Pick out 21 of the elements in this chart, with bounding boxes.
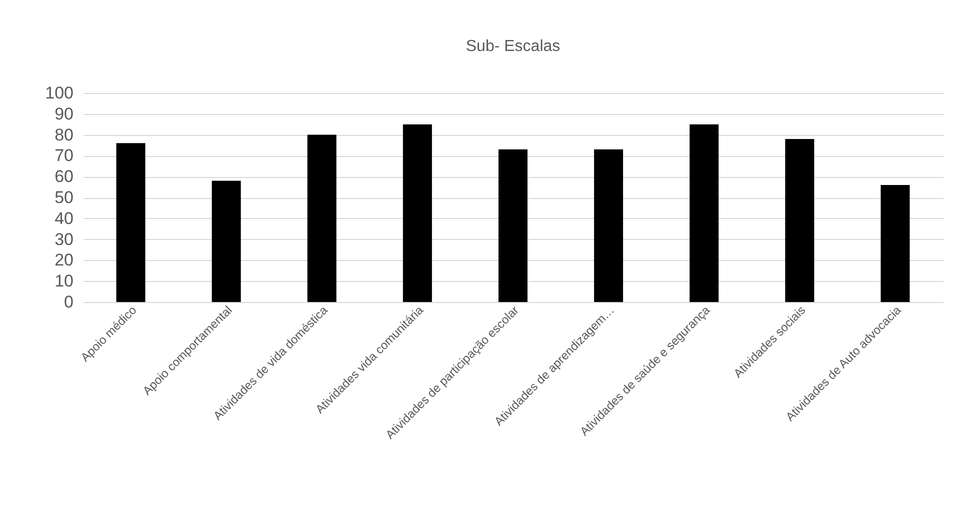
bar — [690, 124, 719, 302]
y-tick-label: 30 — [54, 230, 74, 249]
chart-title: Sub- Escalas — [466, 38, 560, 55]
y-tick-label: 40 — [54, 208, 74, 228]
y-tick-label: 50 — [54, 188, 74, 207]
y-tick-label: 10 — [54, 272, 74, 291]
y-tick-label: 60 — [54, 167, 74, 186]
y-tick-label: 90 — [54, 104, 74, 124]
bar — [785, 138, 814, 302]
y-tick-label: 80 — [54, 125, 74, 144]
bar — [880, 184, 910, 302]
bar — [402, 124, 432, 302]
y-tick-label: 100 — [45, 84, 74, 102]
y-tick-label: 20 — [54, 250, 74, 270]
y-tick-label: 0 — [64, 292, 74, 312]
bar — [212, 180, 241, 302]
bar — [498, 149, 528, 302]
bar — [116, 143, 146, 302]
bar — [307, 134, 336, 302]
y-tick-label: 70 — [54, 146, 74, 166]
bar — [594, 149, 624, 302]
